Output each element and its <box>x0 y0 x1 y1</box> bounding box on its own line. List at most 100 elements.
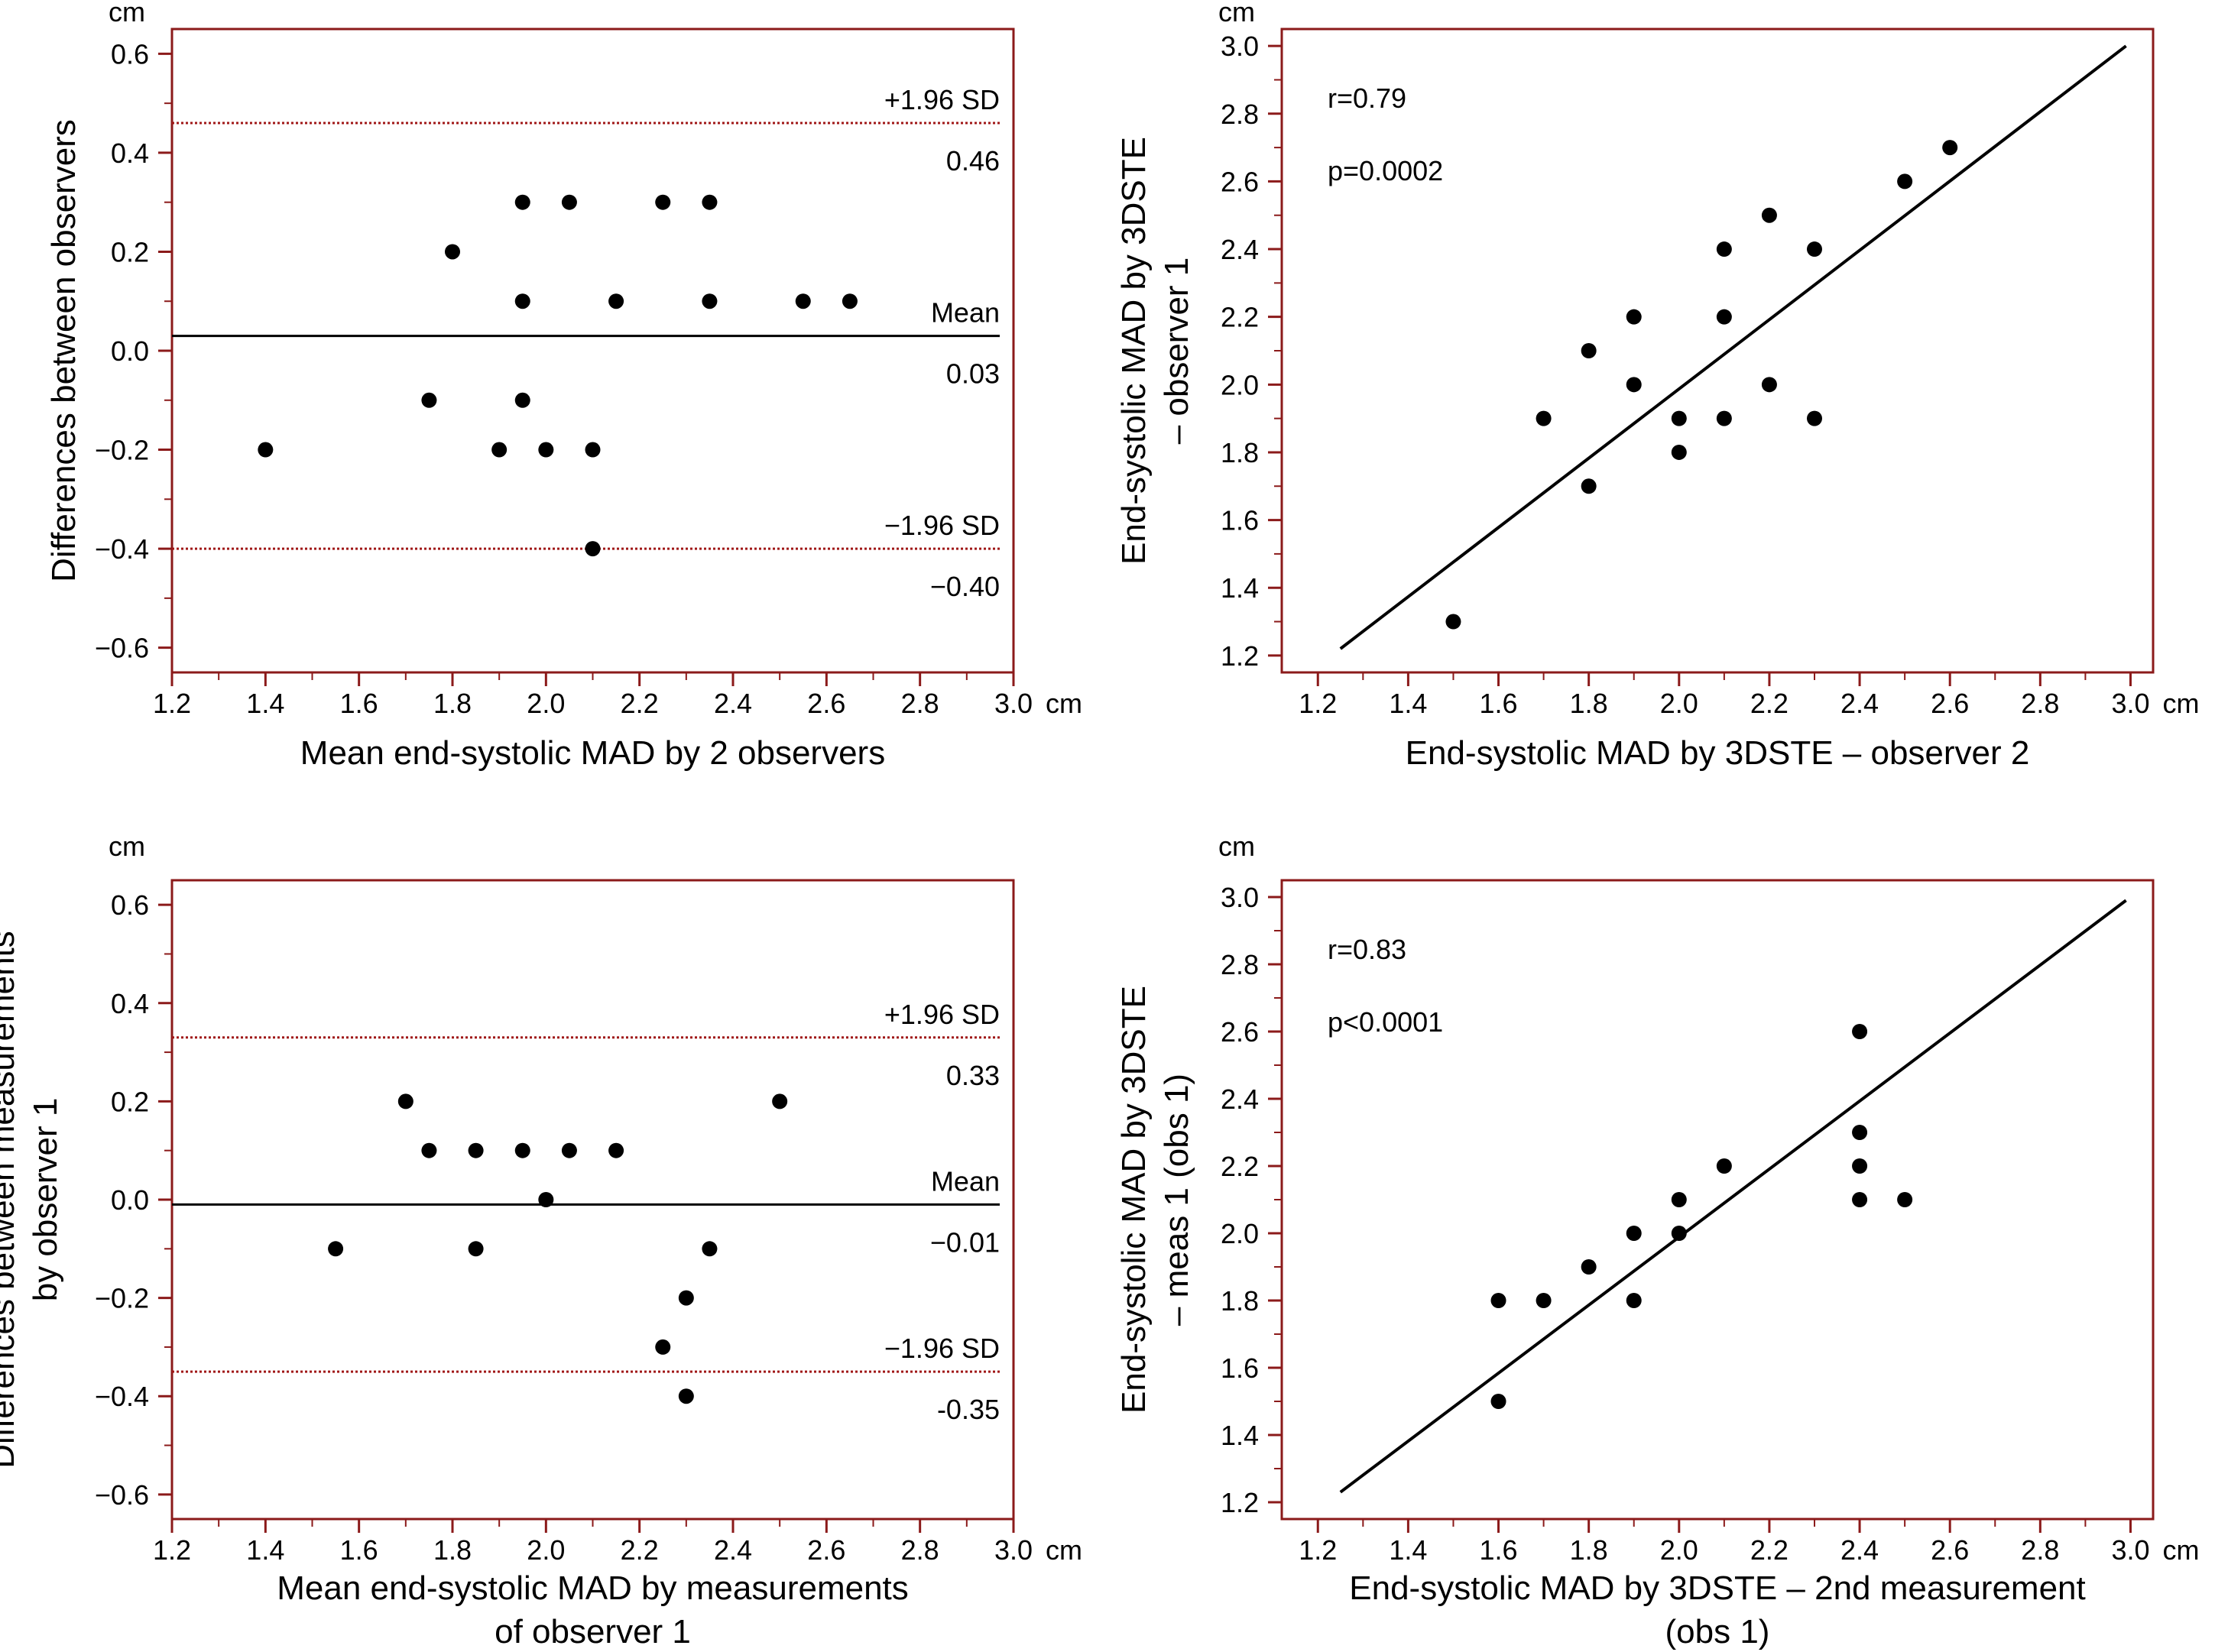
y-tick-label: 1.6 <box>1221 505 1259 536</box>
reference-line-value: 0.46 <box>946 145 1000 177</box>
data-point <box>1490 1394 1506 1409</box>
y-tick-label: 2.2 <box>1221 1151 1259 1182</box>
x-tick-label: 1.4 <box>246 1534 284 1566</box>
y-tick-label: −0.4 <box>95 1381 149 1412</box>
y-tick-label: 0.4 <box>111 988 149 1019</box>
data-point <box>1626 377 1642 393</box>
y-tick-label: 2.6 <box>1221 166 1259 197</box>
x-tick-label: 2.4 <box>1840 1534 1879 1566</box>
y-tick-label: 0.0 <box>111 1184 149 1216</box>
data-point <box>1716 410 1732 426</box>
x-tick-label: 2.8 <box>2021 688 2059 719</box>
y-tick-label: 0.2 <box>111 1086 149 1117</box>
data-point <box>421 392 437 408</box>
x-tick-label: 2.8 <box>901 688 939 719</box>
y-tick-label: −0.2 <box>95 435 149 466</box>
x-tick-label: 2.2 <box>1750 688 1789 719</box>
x-tick-label: 1.2 <box>1299 1534 1337 1566</box>
y-tick-label: 1.4 <box>1221 1420 1259 1451</box>
x-tick-label: 2.6 <box>807 688 845 719</box>
y-tick-label: 1.2 <box>1221 640 1259 672</box>
data-point <box>678 1290 694 1306</box>
x-tick-label: 1.2 <box>153 688 191 719</box>
data-point <box>468 1241 484 1257</box>
y-axis-unit: cm <box>1218 831 1255 862</box>
x-tick-label: 1.4 <box>1389 688 1427 719</box>
stat-annotation: r=0.83 <box>1328 934 1406 965</box>
x-tick-label: 2.6 <box>1931 688 1969 719</box>
y-tick-label: 0.4 <box>111 138 149 169</box>
data-point <box>702 1241 718 1257</box>
y-tick-label: 3.0 <box>1221 882 1259 913</box>
chart-2-group: 1.2 1.4 1.6 1.8 2.0 2.2 2.4 2.6 2.8 3.0 cm 3.0 2.8 2.… <box>1115 0 2199 772</box>
y-tick-label: −0.2 <box>95 1283 149 1314</box>
data-point <box>585 541 601 557</box>
reference-line-value: 0.03 <box>946 358 1000 390</box>
y-tick-label: 2.0 <box>1221 369 1259 400</box>
y-tick-label: 1.2 <box>1221 1487 1259 1518</box>
x-tick-label: 2.2 <box>1750 1534 1789 1566</box>
data-point <box>1761 207 1777 223</box>
x-tick-label: 1.6 <box>340 1534 378 1566</box>
data-point <box>468 1142 484 1158</box>
x-tick-label: 2.2 <box>621 1534 659 1566</box>
data-point <box>842 293 858 309</box>
y-tick-label: 2.8 <box>1221 99 1259 130</box>
data-point <box>1581 1259 1597 1275</box>
x-axis-title: of observer 1 <box>495 1613 691 1650</box>
plot-frame <box>170 879 1015 1521</box>
data-point <box>1852 1192 1868 1207</box>
data-point <box>772 1093 788 1109</box>
y-tick-label: 0.2 <box>111 236 149 267</box>
data-point <box>328 1241 344 1257</box>
x-tick-label: 3.0 <box>994 1534 1033 1566</box>
x-tick-label: 1.2 <box>153 1534 191 1566</box>
y-axis-title: Differences between measurements <box>0 931 21 1469</box>
x-tick-label: 2.0 <box>527 1534 565 1566</box>
reference-line-value: 0.33 <box>946 1060 1000 1091</box>
data-point <box>561 194 577 210</box>
reference-line-label: Mean <box>931 297 1000 329</box>
y-tick-label: 2.8 <box>1221 949 1259 980</box>
x-axis-unit: cm <box>1046 1534 1082 1566</box>
data-point <box>1852 1125 1868 1140</box>
reference-line-value: −0.01 <box>930 1226 1000 1258</box>
x-tick-label: 1.6 <box>1479 688 1517 719</box>
x-tick-label: 1.8 <box>433 688 472 719</box>
data-point <box>1897 1192 1913 1207</box>
y-tick-label: 1.8 <box>1221 437 1259 468</box>
chart-1-group: 1.2 1.4 1.6 1.8 2.0 2.2 2.4 2.6 2.8 3.0 cm 0.6 0.4 0.… <box>45 0 1082 772</box>
data-point <box>1852 1158 1868 1174</box>
reference-line-label: Mean <box>931 1165 1000 1197</box>
y-tick-label: −0.6 <box>95 633 149 664</box>
x-tick-label: 1.6 <box>1479 1534 1517 1566</box>
data-point <box>1716 1158 1732 1174</box>
x-tick-label: 2.0 <box>527 688 565 719</box>
stat-annotation: p=0.0002 <box>1328 155 1443 186</box>
y-tick-label: 0.6 <box>111 38 149 70</box>
x-axis-title: End-systolic MAD by 3DSTE – 2nd measurem… <box>1349 1569 2086 1607</box>
y-axis-unit: cm <box>109 831 145 862</box>
y-tick-label: 0.6 <box>111 889 149 921</box>
x-tick-label: 1.8 <box>1570 688 1608 719</box>
data-point <box>585 442 601 458</box>
y-tick-label: 0.0 <box>111 335 149 367</box>
x-tick-label: 1.6 <box>340 688 378 719</box>
y-axis-title: – meas 1 (obs 1) <box>1158 1074 1195 1326</box>
x-tick-label: 1.2 <box>1299 688 1337 719</box>
x-axis-unit: cm <box>2162 688 2199 719</box>
chart-3-group: 1.2 1.4 1.6 1.8 2.0 2.2 2.4 2.6 2.8 3.0 cm 0.6 0.4 0.… <box>0 831 1082 1650</box>
data-point <box>491 442 508 458</box>
data-point <box>538 442 554 458</box>
data-point <box>258 442 274 458</box>
x-axis-unit: cm <box>2162 1534 2199 1566</box>
data-point <box>1806 241 1822 258</box>
data-point <box>1716 309 1732 325</box>
data-point <box>421 1142 437 1158</box>
plot-frame <box>1280 879 2155 1521</box>
x-tick-label: 2.6 <box>807 1534 845 1566</box>
y-axis-unit: cm <box>1218 0 1255 28</box>
x-tick-label: 2.0 <box>1660 1534 1698 1566</box>
y-tick-label: −0.6 <box>95 1479 149 1511</box>
data-point <box>397 1093 413 1109</box>
